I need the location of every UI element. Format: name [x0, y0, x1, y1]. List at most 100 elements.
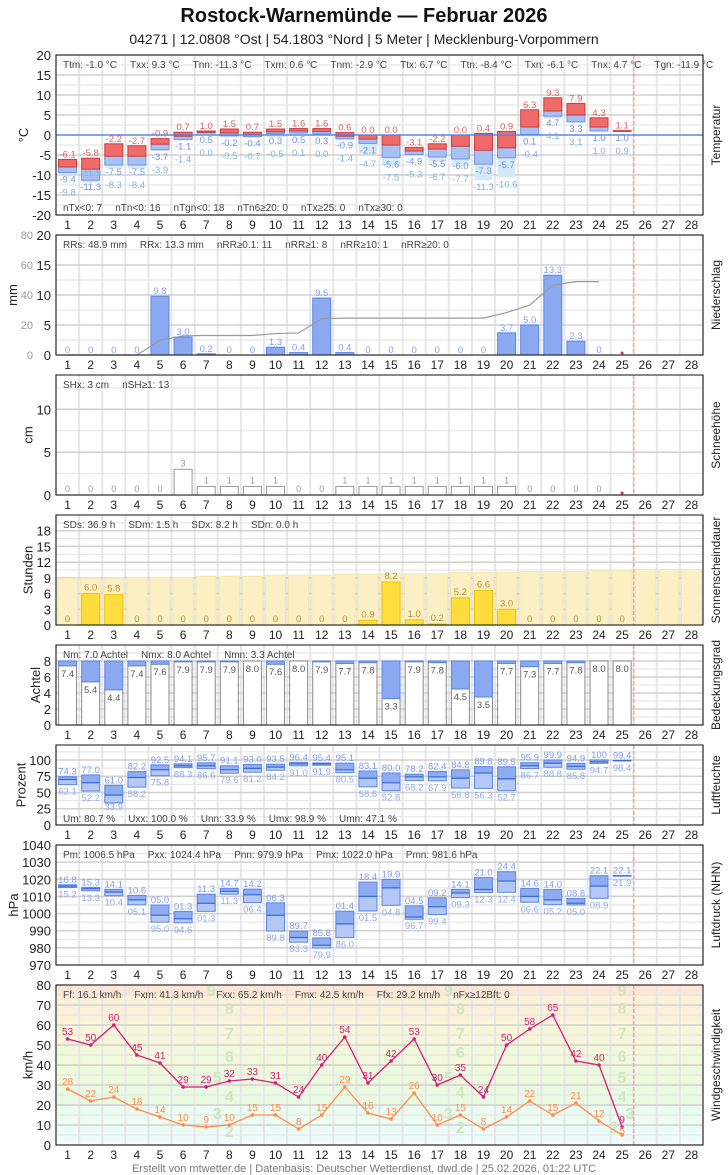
wind-label-mean: 12	[593, 1109, 605, 1120]
x-tick-label: 23	[569, 358, 583, 372]
tmax-label: -2.2	[106, 134, 122, 145]
x-tick-label: 12	[315, 628, 329, 642]
precip-label: 9.5	[315, 288, 328, 299]
max-label: 85.8	[312, 928, 331, 939]
wind-label-mean: 29	[339, 1075, 351, 1086]
cloud-label: 4.5	[454, 692, 467, 703]
ground-min-bar	[243, 136, 262, 138]
ground-min-label: -1.4	[175, 154, 191, 165]
wind-label-gust: 33	[247, 1067, 259, 1078]
x-tick-label: 19	[477, 828, 491, 842]
x-tick-label: 27	[662, 728, 676, 742]
x-tick-label: 25	[615, 728, 629, 742]
tmax-label: -6.1	[59, 149, 75, 160]
panel-label: Luftfeuchte	[709, 755, 723, 815]
min-label: 81.2	[243, 774, 262, 785]
y-tick-label: 0	[44, 1138, 51, 1153]
wind-point-gust	[319, 1063, 324, 1067]
tmin-bar	[427, 148, 447, 158]
lower-range-bar	[590, 886, 609, 899]
stat-text: Pm: 1006.5 hPa	[63, 850, 135, 861]
tmin-bar	[150, 143, 170, 151]
ground-min-bar	[543, 116, 562, 119]
x-tick-label: 22	[546, 1148, 560, 1162]
y-tick-label: 980	[29, 941, 51, 956]
wind-point-mean	[504, 1115, 509, 1119]
x-tick-label: 16	[407, 728, 421, 742]
tmax-label: 0.0	[361, 125, 374, 136]
beaufort-label: 3	[626, 1106, 635, 1123]
min-label: 67.9	[428, 783, 447, 794]
snow-bar	[219, 485, 239, 496]
stat-text: Txm: 0.6 °C	[264, 60, 317, 71]
min-label: 33.9	[105, 802, 124, 813]
y-tick-label: 0	[44, 348, 51, 363]
cloud-label: 7.8	[361, 666, 374, 677]
x-tick-label: 11	[292, 498, 305, 512]
cloud-label: 7.8	[569, 666, 582, 677]
tmax-label: 0.7	[176, 122, 189, 133]
stat-text: Tnn: -11.3 °C	[193, 60, 252, 71]
cloud-bar	[497, 660, 517, 664]
lower-range-bar	[150, 915, 169, 923]
x-tick-label: 16	[407, 628, 421, 642]
lower-range-bar	[104, 795, 123, 803]
min-label: 98.4	[613, 763, 632, 774]
x-tick-label: 13	[338, 218, 352, 232]
wind-label-gust: 24	[293, 1085, 305, 1096]
x-tick-label: 21	[523, 498, 537, 512]
upper-range-bar	[451, 769, 470, 779]
x-tick-label: 22	[546, 828, 560, 842]
x-tick-label: 12	[315, 498, 329, 512]
range-outline	[312, 937, 332, 949]
x-tick-label: 13	[338, 498, 352, 512]
x-tick-label: 22	[546, 358, 560, 372]
x-tick-label: 25	[615, 1148, 629, 1162]
min-label: 88.3	[174, 770, 193, 781]
x-tick-label: 27	[662, 628, 676, 642]
max-label: 93.5	[266, 754, 285, 765]
wind-label-mean: 9	[203, 1115, 209, 1126]
upper-range-bar	[566, 763, 585, 767]
x-tick-label: 14	[361, 968, 375, 982]
x-tick-label: 16	[407, 358, 421, 372]
snow-label: 1	[435, 475, 440, 485]
x-tick-label: 26	[639, 828, 653, 842]
precip-label: 0	[412, 345, 417, 356]
max-label: 09.2	[428, 888, 447, 899]
sunshine-label: 0	[227, 614, 232, 625]
precip-label: 9.8	[153, 286, 166, 297]
cloud-label: 7.7	[500, 666, 513, 677]
range-outline	[58, 776, 78, 786]
sunshine-bar	[404, 619, 424, 626]
max-label: 95.7	[197, 753, 216, 764]
y-tick-label: 20	[37, 1098, 51, 1113]
upper-range-bar	[220, 888, 239, 892]
x-tick-label: 5	[157, 1148, 164, 1162]
sunshine-bar	[497, 608, 517, 626]
wind-point-mean	[204, 1125, 208, 1129]
y-tick-label: 100	[29, 753, 51, 768]
x-tick-label: 13	[338, 728, 352, 742]
min-label: 58.2	[128, 789, 147, 800]
tmin-bar	[473, 149, 493, 165]
lower-range-bar	[243, 768, 262, 773]
max-label: 04.5	[405, 896, 424, 907]
x-tick-label: 28	[685, 1148, 699, 1162]
x-tick-label: 27	[662, 1148, 676, 1162]
upper-range-bar	[497, 766, 516, 779]
y-tick-label: 12	[37, 555, 51, 570]
y-tick-label: 9	[44, 571, 51, 586]
ground-min-label: -11.9	[80, 168, 101, 179]
max-label: 93.0	[243, 755, 262, 766]
beaufort-label: 8	[456, 1001, 465, 1018]
x-tick-label: 24	[592, 828, 606, 842]
stat-text: Pmn: 981.6 hPa	[406, 850, 478, 861]
min-label: 56.8	[451, 790, 470, 801]
x-tick-label: 11	[292, 728, 305, 742]
max-label: 08.8	[567, 888, 586, 899]
max-label: 77.0	[81, 765, 100, 776]
sunshine-label: 0	[596, 614, 601, 625]
